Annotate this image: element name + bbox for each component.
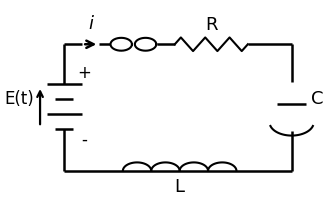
Text: E(t): E(t) [4, 90, 34, 108]
Text: L: L [175, 178, 185, 196]
Text: i: i [88, 15, 93, 33]
Text: -: - [81, 131, 87, 149]
Circle shape [136, 38, 155, 50]
Text: R: R [205, 16, 217, 34]
Circle shape [112, 38, 131, 50]
Text: C: C [311, 90, 324, 108]
Text: +: + [77, 64, 91, 82]
